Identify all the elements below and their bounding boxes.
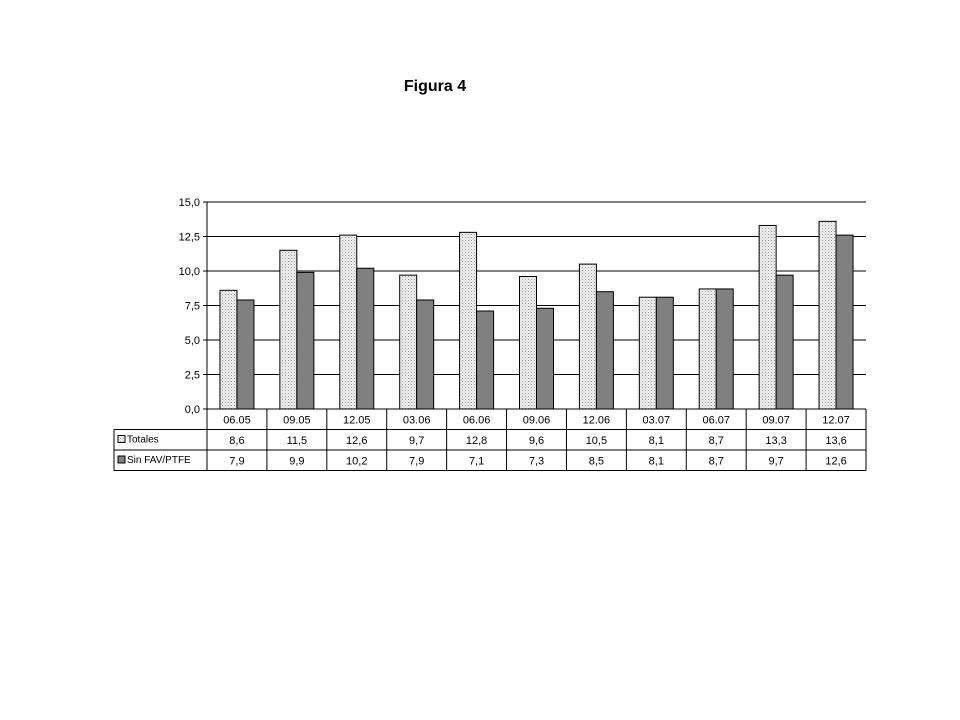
category-label: 12.07 [822,415,850,427]
data-label: 12,6 [825,456,846,468]
bar-totales [698,288,717,410]
category-label: 06.07 [702,415,730,427]
data-label: 7,3 [529,456,544,468]
data-label: 7,9 [409,456,424,468]
bars [219,220,854,410]
data-label: 12,8 [466,435,487,447]
data-label: 10,5 [586,435,607,447]
data-label: 9,7 [768,456,783,468]
bar-totales [339,234,358,410]
data-label: 12,6 [346,435,367,447]
data-label: 8,1 [649,435,664,447]
bar-totales [519,276,537,410]
data-label: 8,7 [709,435,724,447]
bar-sin-fav-ptfe [356,267,375,410]
bar-sin-fav-ptfe [416,299,435,410]
y-tick-label: 5,0 [185,335,200,347]
data-label: 13,6 [825,435,846,447]
y-tick-label: 12,5 [179,232,200,244]
data-label: 7,9 [229,456,244,468]
bar-sin-fav-ptfe [775,274,794,410]
category-label: 12.06 [583,415,611,427]
y-tick-label: 15,0 [179,197,200,209]
bar-totales [818,220,837,410]
bar-sin-fav-ptfe [715,288,734,410]
data-label: 8,1 [649,456,664,468]
bar-totales [219,289,238,410]
bar-sin-fav-ptfe [476,310,495,410]
bar-sin-fav-ptfe [236,299,255,410]
y-tick-label: 2,5 [185,370,200,382]
y-tick-label: 7,5 [185,301,200,313]
figure-title: Figura 4 [403,78,467,95]
data-label: 8,6 [229,435,244,447]
legend-key [117,435,126,443]
axes: 0,0 2,5 5,0 7,5 10,0 12,5 15,0 [179,197,208,416]
legend-key [117,455,126,464]
bar-sin-fav-ptfe [536,307,554,410]
data-label: 9,6 [529,435,544,447]
bar-totales [399,274,418,410]
category-label: 03.06 [403,415,431,427]
legend-label: Sin FAV/PTFE [127,455,191,466]
data-label: 9,9 [289,456,304,468]
bar-sin-fav-ptfe [595,291,614,410]
category-label: 09.06 [523,415,551,427]
legend-label: Totales [127,435,159,446]
y-tick-label: 0,0 [185,404,200,416]
category-label: 09.05 [283,415,311,427]
data-label: 8,5 [589,456,604,468]
data-label: 7,1 [469,456,484,468]
bar-sin-fav-ptfe [655,296,674,410]
data-label: 11,5 [287,435,308,447]
category-label: 06.05 [223,415,251,427]
data-table: 06.05 09.05 12.05 03.06 06.06 09.06 12.06 03.07… [113,408,867,471]
category-label: 03.07 [643,415,671,427]
bar-sin-fav-ptfe [296,271,315,410]
bar-totales [758,224,777,410]
data-label: 8,7 [709,456,724,468]
category-label: 06.06 [463,415,491,427]
bar-totales [578,263,597,410]
bar-sin-fav-ptfe [835,234,854,410]
bar-totales [638,296,657,410]
bar-totales [279,249,298,410]
category-label: 12.05 [343,415,371,427]
data-label: 13,3 [765,435,786,447]
y-tick-label: 10,0 [179,266,200,278]
data-label: 10,2 [346,456,367,468]
bar-totales [459,231,478,410]
category-label: 09.07 [762,415,790,427]
data-label: 9,7 [409,435,424,447]
